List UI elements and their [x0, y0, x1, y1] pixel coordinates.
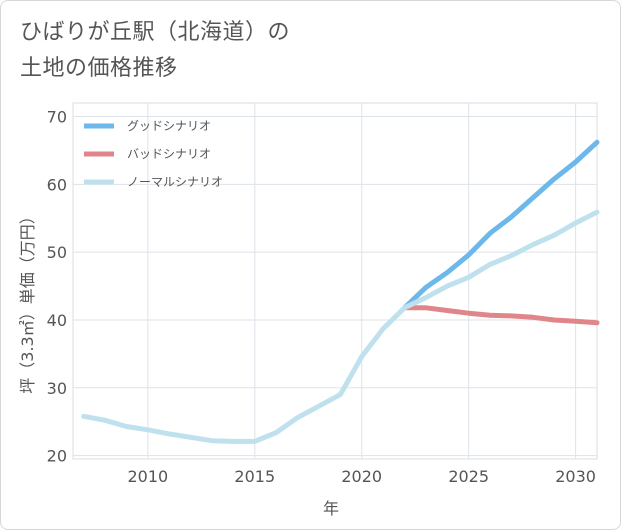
series-line-1: [402, 139, 600, 311]
y-tick-label: 60: [47, 175, 67, 194]
x-tick-label: 2025: [448, 467, 489, 486]
x-tick-label: 2010: [127, 467, 168, 486]
y-tick-label: 40: [47, 311, 67, 330]
chart-title-line-1: ひばりが丘駅（北海道）の: [20, 20, 291, 45]
chart-title-line-2: 土地の価格推移: [20, 56, 178, 81]
x-axis-label: 年: [323, 499, 339, 518]
y-tick-label: 70: [47, 108, 67, 127]
y-tick-label: 50: [47, 243, 67, 262]
series-line-2: [402, 305, 600, 326]
x-tick-label: 2015: [234, 467, 275, 486]
plot-area: [72, 102, 598, 460]
series-line-3: [81, 209, 600, 444]
legend-label-3: ノーマルシナリオ: [127, 175, 223, 189]
y-axis-label: 坪（3.3㎡）単価（万円）: [18, 208, 37, 393]
y-tick-label: 30: [47, 379, 67, 398]
chart-title: ひばりが丘駅（北海道）の 土地の価格推移: [20, 15, 290, 87]
y-tick-label: 20: [47, 447, 67, 466]
legend-label-1: グッドシナリオ: [127, 119, 211, 133]
x-tick-label: 2020: [341, 467, 382, 486]
x-tick-label: 2030: [555, 467, 596, 486]
legend-label-2: バッドシナリオ: [127, 147, 211, 161]
